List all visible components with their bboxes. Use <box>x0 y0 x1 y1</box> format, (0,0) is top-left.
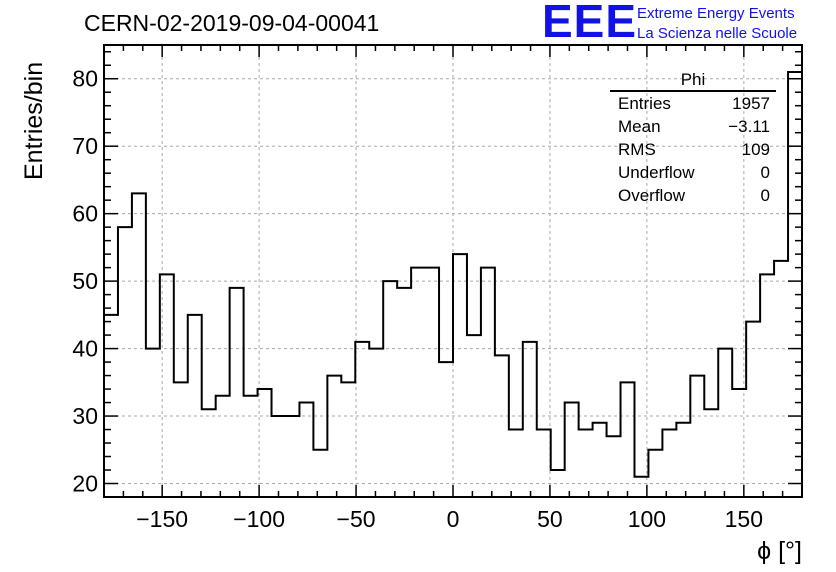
logo-caption-line2: La Scienza nelle Scuole <box>637 25 798 42</box>
histogram-bin <box>285 416 299 497</box>
stats-label: Underflow <box>618 163 695 182</box>
histogram-bin <box>718 349 732 497</box>
histogram-bin <box>411 268 425 497</box>
histogram-bin <box>327 376 341 497</box>
histogram-bin <box>746 322 760 497</box>
histogram-bin <box>788 72 802 497</box>
histogram-bin <box>495 355 509 497</box>
histogram-bin <box>648 450 662 497</box>
histogram-bin <box>593 423 607 497</box>
histogram-bin <box>676 423 690 497</box>
x-tick-label: 0 <box>447 506 460 532</box>
stats-label: Mean <box>618 117 661 136</box>
stats-row-rms: RMS 109 <box>610 138 776 161</box>
histogram-bin <box>132 193 146 497</box>
stats-box: Phi Entries 1957 Mean −3.11 RMS 109 Unde… <box>610 70 776 207</box>
histogram-bin <box>244 396 258 497</box>
histogram-series <box>104 70 802 478</box>
histogram-bin <box>397 288 411 497</box>
histogram-bin <box>174 382 188 497</box>
histogram-bin <box>313 450 327 497</box>
histogram-bin <box>537 430 551 497</box>
y-tick-label: 30 <box>72 403 98 429</box>
histogram-bin <box>258 389 272 497</box>
stats-value: 109 <box>741 140 770 159</box>
stats-value: 0 <box>760 186 770 205</box>
x-tick-label: −100 <box>233 506 285 532</box>
histogram-bin <box>118 227 132 497</box>
histogram-bin <box>299 403 313 497</box>
histogram-bin <box>774 261 788 497</box>
histogram-bin <box>453 254 467 497</box>
stats-label: Entries <box>618 94 671 113</box>
histogram-bin <box>607 436 621 497</box>
histogram-bin <box>551 470 565 497</box>
stats-label: Overflow <box>618 186 686 205</box>
histogram-bin <box>383 281 397 497</box>
histogram-bin <box>160 274 174 497</box>
histogram-bin <box>704 409 718 497</box>
y-tick-label: 50 <box>72 268 98 294</box>
x-tick-label: 100 <box>628 506 666 532</box>
x-tick-label: 50 <box>537 506 563 532</box>
stats-label: RMS <box>618 140 656 159</box>
histogram-bin <box>523 342 537 497</box>
histogram-bin <box>341 382 355 497</box>
stats-row-mean: Mean −3.11 <box>610 115 776 138</box>
y-axis-label: Entries/bin <box>20 61 48 180</box>
stats-row-overflow: Overflow 0 <box>610 184 776 207</box>
x-tick-label: −150 <box>136 506 188 532</box>
stats-row-entries: Entries 1957 <box>610 92 776 115</box>
stats-value: 1957 <box>732 94 770 113</box>
histogram-bin <box>104 315 118 497</box>
histogram-bin <box>146 349 160 497</box>
histogram-bin <box>439 362 453 497</box>
eee-logo: EEE <box>542 0 638 47</box>
histogram-bin <box>732 389 746 497</box>
histogram-bin <box>355 342 369 497</box>
y-tick-label: 80 <box>72 66 98 92</box>
stats-value: 0 <box>760 163 770 182</box>
histogram-bin <box>509 430 523 497</box>
histogram-bin <box>425 268 439 497</box>
histogram-bin <box>690 376 704 497</box>
x-axis-label: ϕ [°] <box>757 537 802 565</box>
histogram-bin <box>662 430 676 497</box>
histogram-bin <box>272 416 286 497</box>
y-tick-label: 60 <box>72 201 98 227</box>
histogram-bin <box>579 430 593 497</box>
x-tick-labels: −150 −100 −50 0 50 100 150 <box>136 506 763 532</box>
x-tick-label: −50 <box>337 506 376 532</box>
stats-title: Phi <box>610 70 776 92</box>
logo-caption: Extreme Energy Events La Scienza nelle S… <box>637 4 797 44</box>
x-tick-label: 150 <box>725 506 763 532</box>
histogram-bin <box>467 335 481 497</box>
histogram-bin <box>369 349 383 497</box>
logo-caption-line1: Extreme Energy Events <box>637 5 795 22</box>
y-tick-labels: 20 30 40 50 60 70 80 <box>72 66 98 497</box>
histogram-bin <box>634 477 648 497</box>
histogram-bin <box>202 409 216 497</box>
histogram-bin <box>188 315 202 497</box>
y-tick-label: 70 <box>72 133 98 159</box>
axis-ticks <box>103 45 803 497</box>
stats-value: −3.11 <box>728 117 770 136</box>
histogram-bin <box>760 274 774 497</box>
histogram-bin <box>565 403 579 497</box>
histogram-bin <box>621 382 635 497</box>
y-tick-label: 40 <box>72 336 98 362</box>
y-tick-label: 20 <box>72 471 98 497</box>
chart-title: CERN-02-2019-09-04-00041 <box>84 10 380 36</box>
histogram-bin <box>230 288 244 497</box>
stats-row-underflow: Underflow 0 <box>610 161 776 184</box>
histogram-bin <box>216 396 230 497</box>
histogram-bin <box>481 268 495 497</box>
